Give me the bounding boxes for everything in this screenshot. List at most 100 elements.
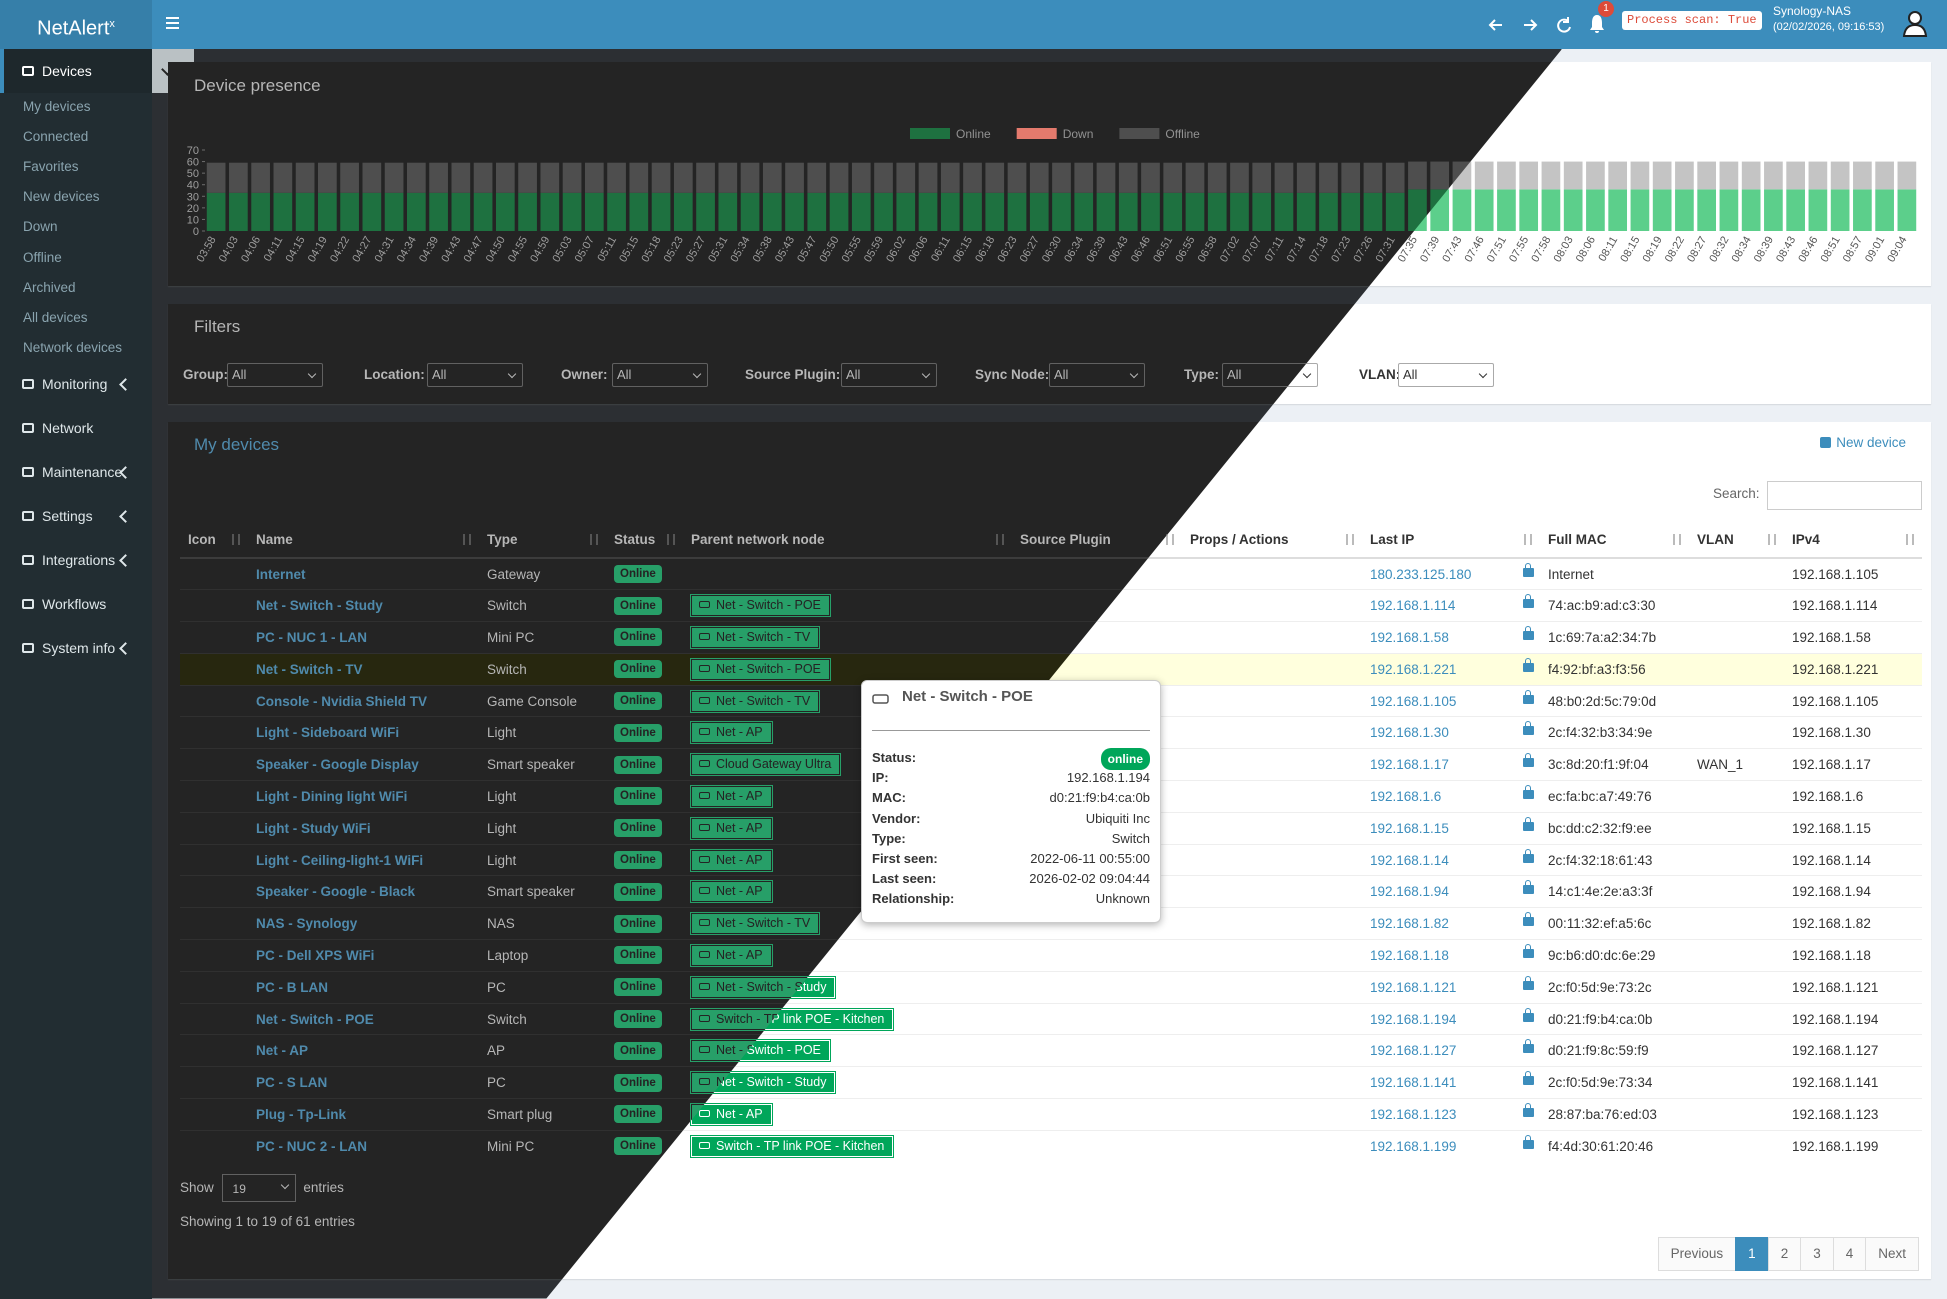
parent-node-badge[interactable]: Net - Switch - Study [689,975,837,999]
device-name[interactable]: PC - S LAN [256,1075,328,1091]
last-ip[interactable]: 192.168.1.30 [1370,725,1449,741]
bell-icon[interactable] [1588,13,1606,35]
parent-node-badge[interactable]: Net - Switch - TV [689,625,821,649]
column-header[interactable]: Name [248,522,479,559]
parent-node-badge[interactable]: Net - Switch - TV [689,689,821,713]
parent-node-badge[interactable]: Cloud Gateway Ultra [689,753,842,777]
avatar[interactable] [1902,8,1930,38]
filter-select[interactable]: All [427,363,523,387]
device-name[interactable]: Plug - Tp-Link [256,1106,346,1122]
device-name[interactable]: Light - Study WiFi [256,820,371,836]
nav-item[interactable]: Maintenance [0,457,152,487]
nav-item[interactable]: System info [0,633,152,663]
parent-node-badge[interactable]: Net - AP [690,943,773,967]
table-row[interactable]: Net - Switch - Study Switch Online Net - Sw… [180,589,1922,622]
page-length-select[interactable]: 19 [221,1174,296,1203]
lock-icon[interactable] [1523,626,1534,641]
parent-node-badge[interactable]: Net - Switch - Study [689,1071,837,1095]
nav-sub-item[interactable]: Connected [23,129,89,145]
device-name[interactable]: Net - Switch - POE [256,1011,374,1027]
page-button[interactable]: 3 [1800,1237,1834,1271]
last-ip[interactable]: 192.168.1.114 [1370,598,1456,614]
nav-sub-item[interactable]: Network devices [23,339,123,355]
table-row[interactable]: Plug - Tp-Link Smart plug Online Net - AP 19… [180,1098,1922,1131]
nav-item[interactable]: Integrations [0,545,152,575]
nav-devices[interactable]: Devices [0,49,194,93]
device-name[interactable]: Speaker - Google Display [256,757,419,773]
device-name[interactable]: Internet [256,566,306,582]
device-name[interactable]: Net - AP [256,1043,309,1059]
last-ip[interactable]: 180.233.125.180 [1370,566,1472,582]
lock-icon[interactable] [1523,816,1534,831]
nav-sub-item[interactable]: New devices [23,189,100,205]
last-ip[interactable]: 192.168.1.221 [1370,661,1457,677]
device-name[interactable]: Net - Switch - Study [256,598,383,614]
lock-icon[interactable] [1523,848,1534,863]
nav-item[interactable]: Monitoring [0,369,152,399]
menu-toggle[interactable] [166,16,180,30]
search-input[interactable] [1767,481,1922,510]
nav-sub-item[interactable]: Archived [23,279,76,295]
filter-select[interactable]: All [612,363,708,387]
column-header[interactable]: Type [479,522,606,559]
parent-node-badge[interactable]: Net - Switch - POE [690,657,831,681]
column-header[interactable]: Icon [180,522,248,559]
lock-icon[interactable] [1523,1103,1534,1118]
last-ip[interactable]: 192.168.1.141 [1370,1075,1457,1091]
last-ip[interactable]: 192.168.1.14 [1370,852,1449,868]
parent-node-badge[interactable]: Net - AP [690,721,773,745]
device-name[interactable]: Console - Nvidia Shield TV [256,693,428,709]
page-button[interactable]: Previous [1657,1237,1737,1271]
table-row[interactable]: Internet Gateway Online 180.233.125.180 Inte… [180,557,1922,590]
nav-sub-item[interactable]: Offline [23,249,62,265]
last-ip[interactable]: 192.168.1.82 [1370,916,1449,932]
device-name[interactable]: Speaker - Google - Black [256,884,416,900]
page-button[interactable]: 4 [1832,1237,1867,1271]
column-header[interactable]: Parent network node [683,522,1012,559]
last-ip[interactable]: 192.168.1.18 [1370,947,1449,963]
filter-select[interactable]: All [1398,363,1494,387]
table-row[interactable]: Net - AP AP Online Net - Switch - POE 192.16… [180,1034,1922,1067]
parent-node-badge[interactable]: Net - Switch - POE [690,594,831,618]
device-name[interactable]: Light - Ceiling-light-1 WiFi [256,852,424,868]
new-device-button[interactable]: New device [1820,435,1906,450]
device-name[interactable]: NAS - Synology [256,916,358,932]
filter-select[interactable]: All [1049,363,1145,387]
device-name[interactable]: PC - NUC 2 - LAN [256,1138,367,1154]
last-ip[interactable]: 192.168.1.17 [1370,757,1449,773]
table-row[interactable]: Net - Switch - POE Switch Online Switch - T… [180,1002,1922,1035]
page-button[interactable]: Next [1865,1237,1919,1271]
lock-icon[interactable] [1523,657,1534,672]
page-button[interactable]: 1 [1735,1237,1769,1271]
device-name[interactable]: PC - NUC 1 - LAN [256,629,367,645]
column-header[interactable]: Source Plugin [1012,522,1182,559]
last-ip[interactable]: 192.168.1.58 [1370,629,1449,645]
parent-node-badge[interactable]: Net - AP [690,880,773,904]
device-name[interactable]: Light - Sideboard WiFi [256,725,400,741]
lock-icon[interactable] [1523,912,1534,927]
last-ip[interactable]: 192.168.1.199 [1370,1138,1457,1154]
last-ip[interactable]: 192.168.1.121 [1370,979,1457,995]
nav-sub-item[interactable]: Down [23,219,58,235]
lock-icon[interactable] [1523,975,1534,990]
nav-item[interactable]: Settings [0,501,152,531]
parent-node-badge[interactable]: Net - AP [690,1102,773,1126]
column-header[interactable]: Full MAC [1540,522,1689,559]
lock-icon[interactable] [1523,721,1534,736]
last-ip[interactable]: 192.168.1.194 [1370,1011,1457,1027]
last-ip[interactable]: 192.168.1.6 [1370,788,1442,804]
parent-node-badge[interactable]: Net - AP [690,848,773,872]
last-ip[interactable]: 192.168.1.127 [1370,1043,1457,1059]
nav-sub-item[interactable]: All devices [23,309,88,325]
device-name[interactable]: PC - B LAN [256,979,328,995]
column-header[interactable]: IPv4 [1784,522,1922,559]
table-row[interactable]: PC - Dell XPS WiFi Laptop Online Net - AP 19… [180,939,1922,972]
lock-icon[interactable] [1523,880,1534,895]
parent-node-badge[interactable]: Net - Switch - TV [689,912,821,936]
device-name[interactable]: Light - Dining light WiFi [256,788,408,804]
lock-icon[interactable] [1523,785,1534,800]
parent-node-badge[interactable]: Net - Switch - POE [690,1039,831,1063]
column-header[interactable]: Last IP [1362,522,1540,559]
table-row[interactable]: PC - B LAN PC Online Net - Switch - Study 19… [180,970,1922,1004]
column-header[interactable]: Props / Actions [1182,522,1362,559]
